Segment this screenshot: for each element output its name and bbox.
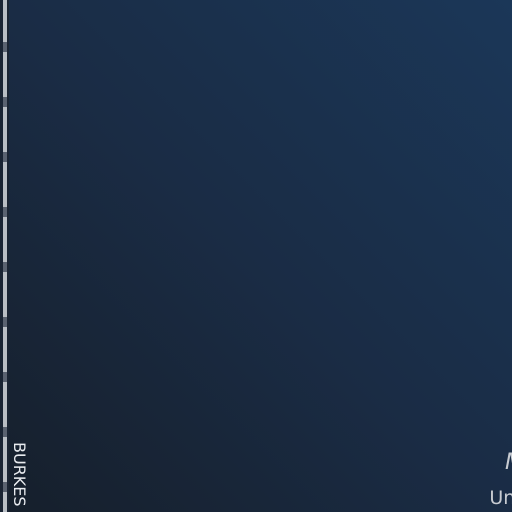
edge-notch — [3, 42, 7, 52]
vertical-source-label: BURKES — [10, 442, 29, 507]
edge-notch — [3, 207, 7, 217]
edge-notch — [3, 317, 7, 327]
edge-notch — [3, 482, 7, 492]
edge-notch — [3, 262, 7, 272]
edge-notch — [3, 372, 7, 382]
media-subtitle: Unkno — [489, 487, 512, 509]
edge-notch — [3, 152, 7, 162]
edge-rail — [3, 0, 7, 512]
edge-notch — [3, 427, 7, 437]
edge-scroll-track[interactable] — [0, 0, 9, 512]
media-title: M — [489, 450, 512, 476]
edge-notch — [3, 97, 7, 107]
media-info: M Unkno — [489, 450, 512, 510]
